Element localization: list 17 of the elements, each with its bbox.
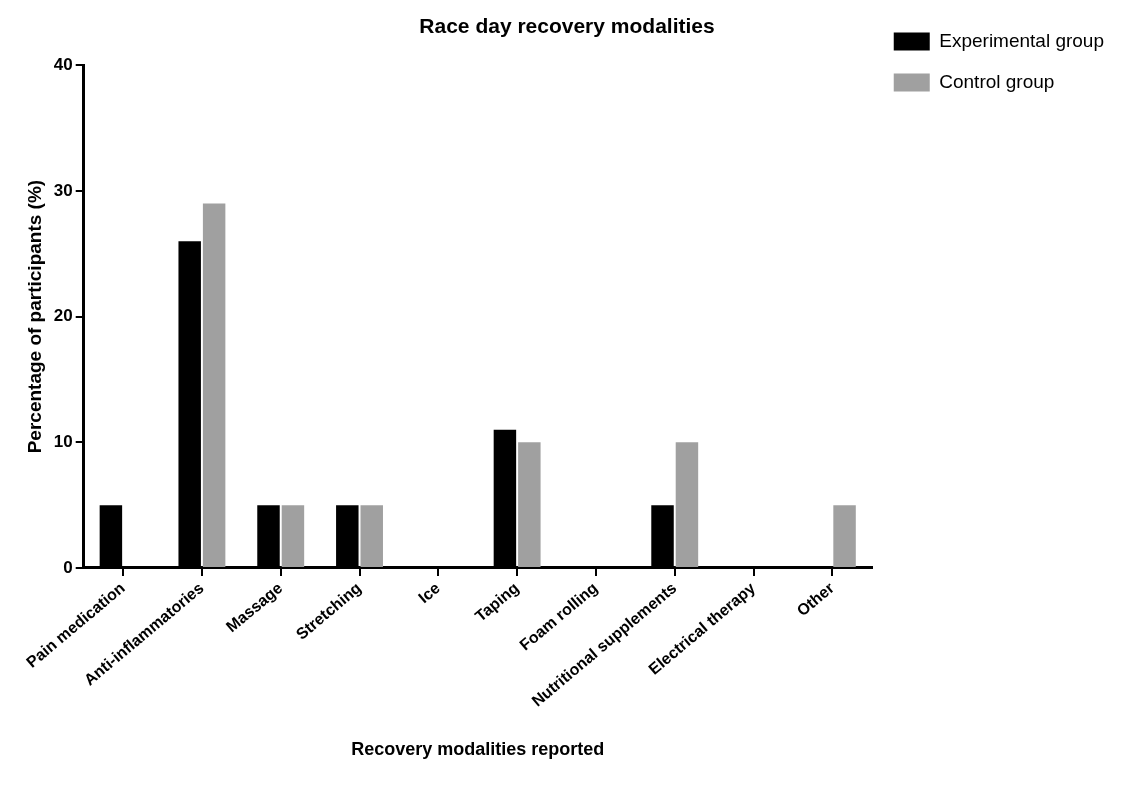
bar: [518, 442, 541, 567]
y-axis-title: Percentage of participants (%): [23, 179, 45, 454]
y-tick-label: 40: [53, 54, 73, 74]
legend-label: Experimental group: [939, 29, 1105, 51]
y-tick-label: 20: [53, 306, 73, 326]
y-tick-label: 30: [53, 180, 73, 200]
legend-label: Control group: [939, 70, 1055, 92]
y-tick-label: 10: [53, 431, 73, 451]
bar: [833, 505, 856, 567]
bar: [360, 505, 383, 567]
bar: [202, 203, 226, 567]
bar: [281, 505, 305, 567]
chart-title: Race day recovery modalities: [419, 14, 715, 38]
bar: [675, 442, 699, 567]
x-axis-title: Recovery modalities reported: [351, 739, 605, 760]
x-tick-label: Ice: [415, 578, 444, 607]
y-tick-label: 0: [63, 557, 73, 577]
